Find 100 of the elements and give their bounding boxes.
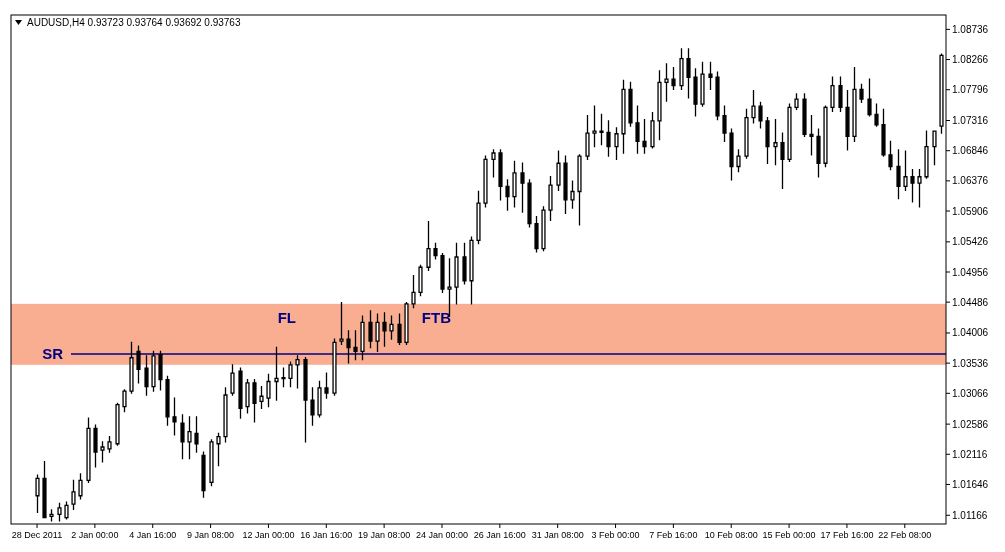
candlestick bbox=[917, 169, 922, 208]
candlestick bbox=[520, 162, 525, 213]
candlestick bbox=[317, 380, 322, 418]
candlestick bbox=[577, 154, 582, 226]
candlestick bbox=[107, 436, 112, 453]
candlestick bbox=[375, 313, 380, 352]
candlestick bbox=[606, 120, 611, 157]
candlestick bbox=[397, 313, 402, 345]
candlestick bbox=[172, 397, 177, 436]
candlestick bbox=[614, 127, 619, 161]
candlestick bbox=[230, 364, 235, 396]
candlestick bbox=[679, 48, 684, 91]
candlestick bbox=[483, 155, 488, 208]
candlestick bbox=[454, 242, 459, 305]
x-tick-label: 28 Dec 2011 bbox=[11, 530, 63, 540]
candlestick bbox=[426, 221, 431, 272]
candlestick bbox=[686, 48, 691, 99]
candlestick bbox=[751, 90, 756, 124]
candlestick bbox=[867, 78, 872, 117]
candlestick bbox=[86, 417, 91, 483]
candlestick bbox=[288, 361, 293, 388]
y-tick-label: 1.04486 bbox=[952, 296, 989, 308]
candlestick bbox=[556, 150, 561, 191]
candlestick bbox=[527, 179, 532, 228]
candlestick bbox=[245, 378, 250, 414]
candlestick bbox=[794, 93, 799, 110]
x-tick-label: 16 Jan 16:00 bbox=[300, 530, 353, 540]
annotation: FTB bbox=[421, 308, 452, 326]
x-tick-label: 26 Jan 16:00 bbox=[473, 530, 526, 540]
candlestick bbox=[194, 416, 199, 453]
candlestick bbox=[462, 242, 467, 285]
candlestick bbox=[729, 128, 734, 181]
candlestick bbox=[382, 312, 387, 347]
candlestick bbox=[715, 71, 720, 121]
candlestick bbox=[136, 345, 141, 384]
annotation: FL bbox=[277, 308, 296, 326]
candlestick bbox=[165, 375, 170, 426]
candlestick bbox=[671, 66, 676, 91]
candlestick bbox=[809, 115, 814, 156]
candlestick bbox=[389, 315, 394, 340]
x-tick-label: 4 Jan 16:00 bbox=[129, 530, 177, 540]
candlestick bbox=[700, 61, 705, 107]
candlestick bbox=[324, 372, 329, 399]
candlestick bbox=[924, 130, 929, 179]
y-tick-label: 1.08266 bbox=[952, 54, 989, 66]
y-tick-label: 1.07316 bbox=[952, 115, 989, 127]
y-tick-label: 1.05426 bbox=[952, 236, 989, 248]
candlestick bbox=[404, 301, 409, 345]
candlestick bbox=[201, 451, 206, 498]
candlestick bbox=[664, 63, 669, 102]
candlestick bbox=[339, 301, 344, 345]
candlestick bbox=[310, 387, 315, 426]
candlestick bbox=[657, 70, 662, 141]
candlestick bbox=[621, 79, 626, 154]
candlestick bbox=[512, 160, 517, 208]
candlestick bbox=[469, 236, 474, 305]
candlestick bbox=[650, 111, 655, 149]
candlestick bbox=[563, 155, 568, 214]
candlestick bbox=[115, 402, 120, 446]
y-tick-label: 1.02116 bbox=[952, 448, 988, 460]
candlestick bbox=[881, 108, 886, 157]
ref-line-label: SR bbox=[42, 345, 64, 363]
candlestick bbox=[238, 367, 243, 419]
candlestick bbox=[910, 169, 915, 203]
candlestick bbox=[780, 132, 785, 189]
candlestick bbox=[93, 424, 98, 468]
candlestick bbox=[787, 103, 792, 162]
candlestick bbox=[628, 81, 633, 127]
candlestick bbox=[773, 118, 778, 166]
candlestick bbox=[353, 330, 358, 361]
candlestick bbox=[122, 389, 127, 413]
candlestick bbox=[433, 242, 438, 260]
candlestick bbox=[823, 105, 828, 168]
candlestick bbox=[592, 105, 597, 148]
candlestick bbox=[830, 76, 835, 112]
candlestick bbox=[216, 432, 221, 467]
y-tick-label: 1.04006 bbox=[952, 327, 989, 339]
candlestick bbox=[693, 68, 698, 117]
candlestick bbox=[57, 502, 62, 522]
candlestick bbox=[49, 509, 54, 522]
y-tick-label: 1.04956 bbox=[952, 266, 989, 278]
y-tick-label: 1.03536 bbox=[952, 357, 989, 369]
candlestick bbox=[888, 140, 893, 171]
candlestick bbox=[852, 66, 857, 143]
candlestick bbox=[360, 315, 365, 361]
candlestick bbox=[259, 385, 264, 410]
x-tick-label: 2 Jan 00:00 bbox=[71, 530, 119, 540]
candlestick bbox=[541, 206, 546, 252]
candlestick bbox=[845, 90, 850, 151]
x-tick-label: 9 Jan 08:00 bbox=[187, 530, 235, 540]
x-tick-label: 17 Feb 16:00 bbox=[820, 530, 874, 540]
candlestick bbox=[187, 416, 192, 460]
candlestick bbox=[151, 350, 156, 392]
candlestick bbox=[736, 149, 741, 173]
candlestick bbox=[939, 53, 944, 134]
x-tick-label: 10 Feb 08:00 bbox=[704, 530, 758, 540]
x-tick-label: 3 Feb 00:00 bbox=[591, 530, 640, 540]
candlestick bbox=[896, 149, 901, 200]
candlestick bbox=[548, 176, 553, 222]
y-tick-label: 1.01646 bbox=[952, 478, 989, 490]
